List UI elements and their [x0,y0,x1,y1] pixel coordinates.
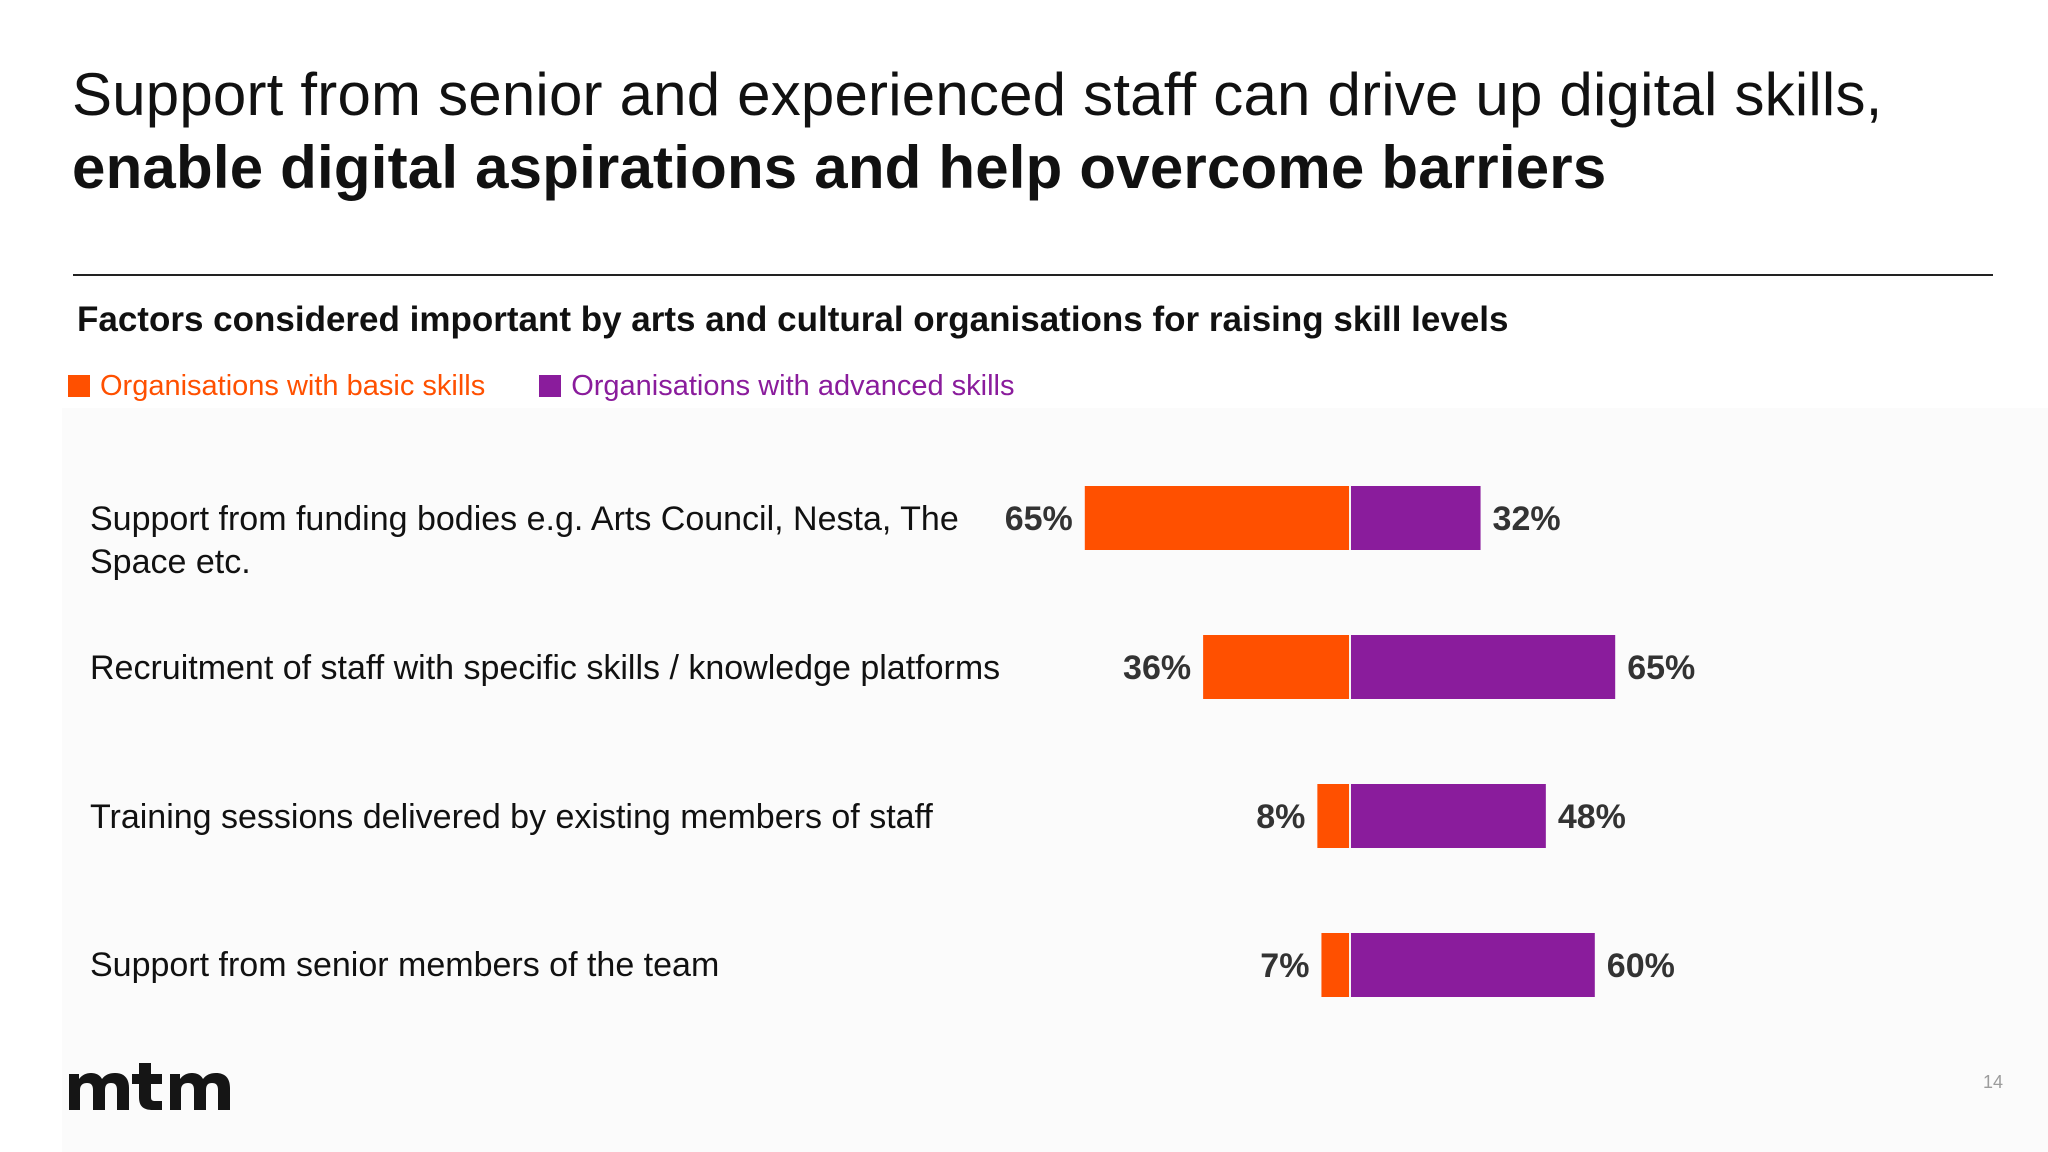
bar-center-divider-3 [1349,784,1351,848]
bar-center-divider-4 [1349,933,1351,997]
title-divider [73,274,1993,276]
bar-center-divider-2 [1349,635,1351,699]
category-label-recruitment: Recruitment of staff with specific skill… [90,649,1001,687]
bar-advanced-2 [1350,635,1616,699]
value-label-basic-1: 65% [1005,500,1073,538]
legend-swatch-advanced [539,375,562,397]
category-label-funding-bodies: Support from funding bodies e.g. Arts Co… [90,500,959,581]
slide-title-bold: enable digital aspirations and help over… [72,134,1607,201]
chart-title: Factors considered important by arts and… [77,300,1509,339]
mtm-logo [69,1063,230,1110]
legend-swatch-basic [68,375,90,397]
value-label-basic-2: 36% [1123,649,1191,687]
category-label-training-sessions: Training sessions delivered by existing … [90,798,933,836]
bar-basic-2 [1203,635,1350,699]
value-label-advanced-2: 65% [1627,649,1695,687]
value-label-basic-3: 8% [1256,798,1305,836]
category-label-senior-support: Support from senior members of the team [90,946,720,984]
bar-basic-3 [1317,784,1350,848]
bar-advanced-3 [1350,784,1546,848]
page-number: 14 [1982,1072,2003,1092]
value-label-advanced-3: 48% [1558,798,1626,836]
legend-item-advanced: Organisations with advanced skills [539,366,1014,406]
chart-panel [62,408,2048,1152]
slide-title-regular: Support from senior and experienced staf… [72,61,1883,128]
legend-label-basic: Organisations with basic skills [100,370,486,402]
bar-advanced-4 [1350,933,1595,997]
bar-advanced-1 [1350,486,1481,550]
chart-legend: Organisations with basic skills Organisa… [68,366,1014,406]
value-label-advanced-4: 60% [1607,947,1675,985]
legend-item-basic: Organisations with basic skills [68,366,485,406]
legend-label-advanced: Organisations with advanced skills [571,370,1015,402]
value-label-basic-4: 7% [1260,947,1309,985]
slide-title: Support from senior and experienced staf… [72,58,1992,204]
bar-basic-1 [1084,486,1350,550]
value-label-advanced-1: 32% [1493,500,1561,538]
bar-center-divider-1 [1349,486,1351,550]
bar-basic-4 [1321,933,1350,997]
